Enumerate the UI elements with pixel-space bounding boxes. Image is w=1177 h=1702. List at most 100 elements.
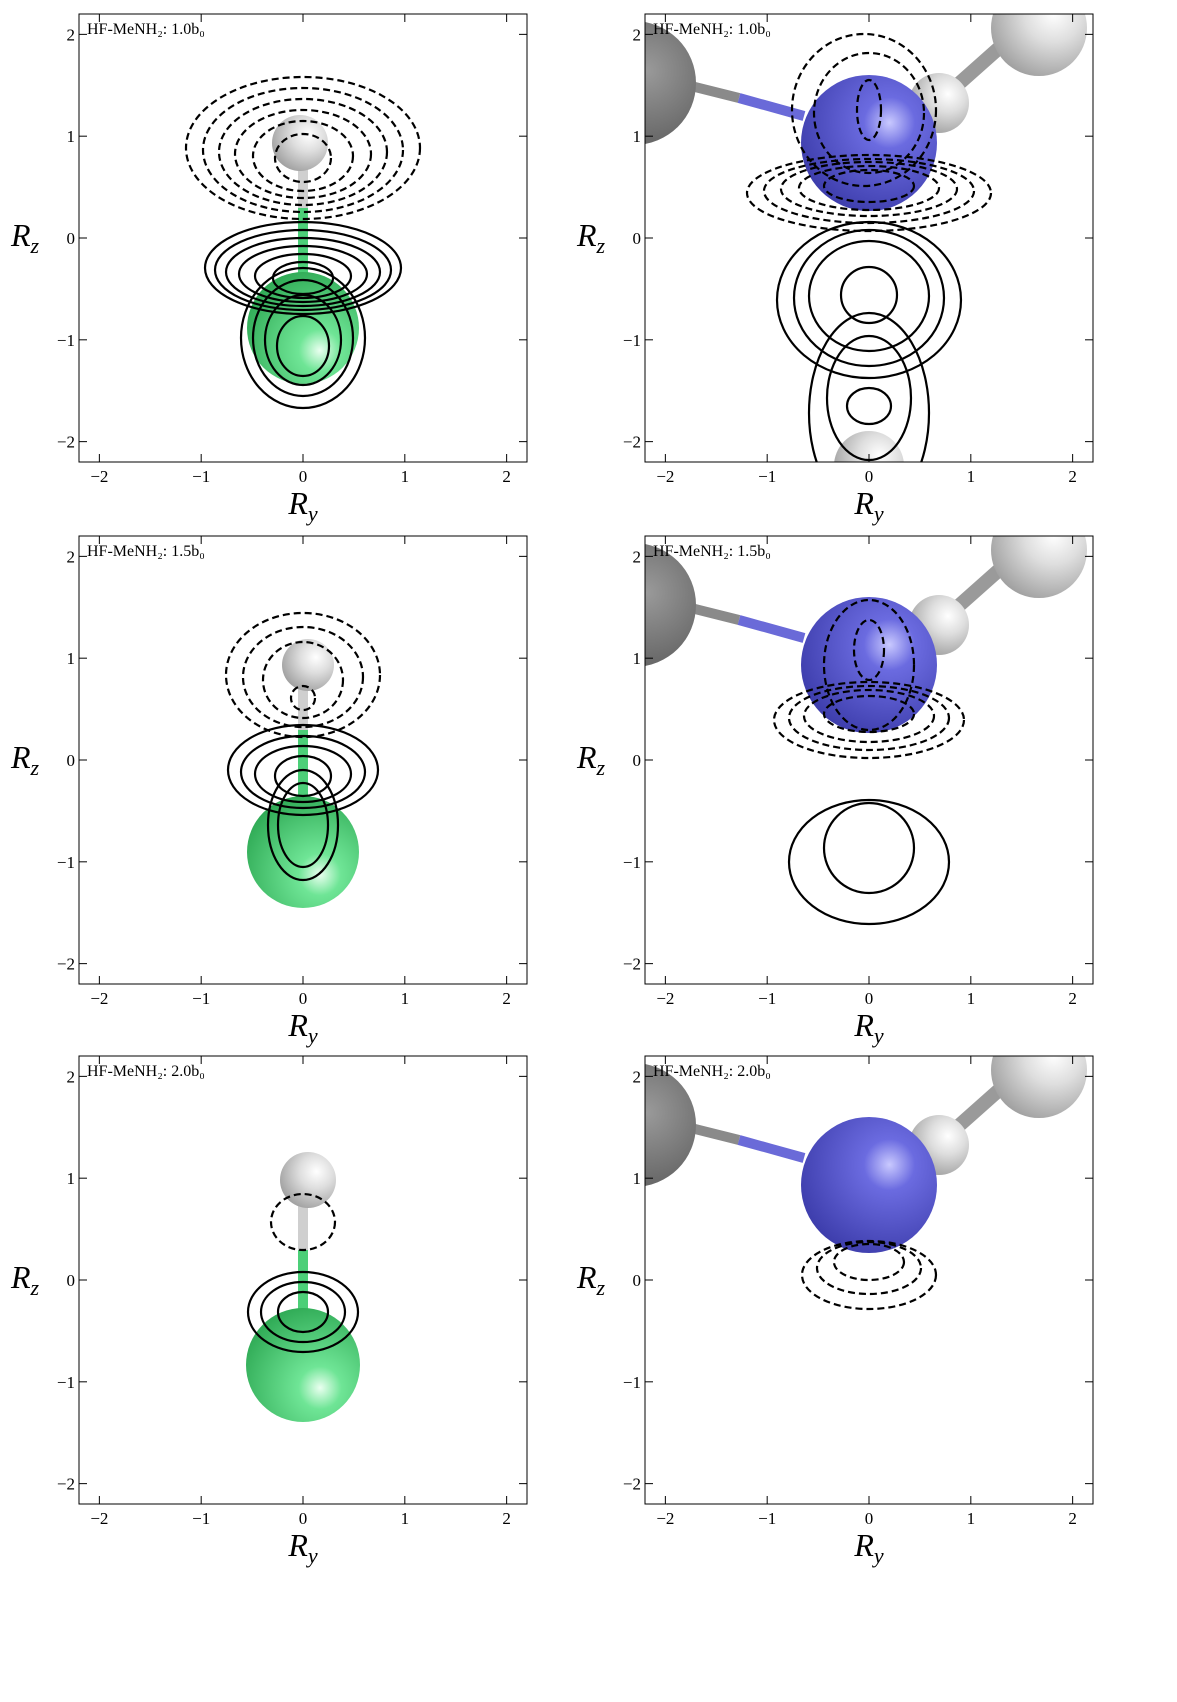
y-axis-label-sub: z — [596, 233, 606, 258]
x-tick-label: −2 — [656, 989, 674, 1008]
y-axis-label-sub: z — [30, 233, 40, 258]
x-tick-label: 0 — [865, 989, 874, 1008]
y-axis-label: Rz — [576, 217, 606, 258]
y-tick-label: 0 — [633, 1271, 642, 1290]
x-tick-label: 1 — [401, 1509, 410, 1528]
y-tick-label: −1 — [623, 1373, 641, 1392]
y-tick-label: 2 — [633, 547, 642, 566]
x-tick-label: −2 — [656, 467, 674, 486]
y-tick-label: 0 — [67, 229, 76, 248]
x-axis-label-main: R — [287, 1007, 308, 1043]
y-tick-label: −1 — [623, 853, 641, 872]
atom — [246, 1308, 360, 1422]
atom — [282, 639, 334, 691]
x-axis-label-main: R — [853, 485, 874, 521]
contour-negative — [855, 78, 883, 142]
contour-negative — [289, 684, 317, 712]
contour-positive — [845, 386, 893, 426]
bond — [737, 1135, 806, 1163]
annotation: HF-MeNH₂: 1.5b₀ — [653, 543, 771, 560]
contour-negative — [812, 51, 926, 175]
contour-positive — [224, 236, 382, 308]
x-axis-label-sub: y — [872, 501, 884, 526]
contour-positive — [237, 244, 369, 304]
y-tick-label: 1 — [633, 649, 642, 668]
contour-negative — [201, 86, 405, 214]
contour-positive — [787, 798, 951, 926]
x-tick-label: 2 — [1068, 1509, 1077, 1528]
x-tick-label: 0 — [865, 1509, 874, 1528]
x-axis-label-sub: y — [306, 501, 318, 526]
contour-negative — [224, 611, 382, 739]
annotation: HF-MeNH₂: 1.5b₀ — [87, 543, 205, 560]
y-tick-label: −2 — [623, 955, 641, 974]
x-tick-label: 0 — [865, 467, 874, 486]
x-axis-label: Ry — [853, 1527, 884, 1568]
y-tick-label: −1 — [623, 331, 641, 350]
x-tick-label: 0 — [299, 1509, 308, 1528]
contour-negative — [251, 119, 355, 193]
y-axis-label-sub: z — [596, 1275, 606, 1300]
y-axis-label-sub: z — [30, 1275, 40, 1300]
y-tick-label: −2 — [623, 1475, 641, 1494]
x-tick-label: −1 — [758, 989, 776, 1008]
y-tick-label: −1 — [57, 1373, 75, 1392]
y-axis-label: Rz — [576, 739, 606, 780]
molecule-and-contours — [224, 611, 382, 908]
atom — [272, 115, 328, 171]
contour-negative — [269, 1192, 337, 1252]
contour-negative — [772, 680, 966, 760]
x-tick-label: 2 — [502, 989, 511, 1008]
y-tick-label: 2 — [633, 25, 642, 44]
y-tick-label: 1 — [67, 127, 76, 146]
y-tick-label: 2 — [67, 547, 76, 566]
y-axis-label-main: R — [576, 739, 597, 775]
contour-negative — [815, 1240, 923, 1296]
x-tick-label: −2 — [656, 1509, 674, 1528]
y-tick-label: 0 — [67, 1271, 76, 1290]
contour-negative — [832, 1242, 906, 1282]
x-tick-label: −1 — [758, 1509, 776, 1528]
contour-negative — [184, 75, 422, 221]
y-axis-label: Rz — [576, 1259, 606, 1300]
x-tick-label: −1 — [192, 989, 210, 1008]
x-axis-label-main: R — [853, 1007, 874, 1043]
x-tick-label: 0 — [299, 467, 308, 486]
contour-negative — [787, 684, 951, 752]
y-tick-label: 0 — [67, 751, 76, 770]
y-tick-label: 0 — [633, 751, 642, 770]
atom — [280, 1152, 336, 1208]
y-axis-label-main: R — [10, 217, 31, 253]
y-axis-label: Rz — [10, 217, 40, 258]
contour-negative — [779, 160, 959, 218]
annotation: HF-MeNH₂: 2.0b₀ — [653, 1063, 771, 1080]
x-axis-label-sub: y — [872, 1543, 884, 1568]
contour-positive — [213, 228, 393, 312]
x-axis-label: Ry — [287, 1527, 318, 1568]
atom — [801, 75, 937, 211]
bond — [949, 564, 1004, 616]
x-axis-label: Ry — [853, 1007, 884, 1048]
molecule-and-contours — [645, 1056, 1087, 1311]
atom — [991, 1056, 1087, 1118]
contour-positive — [266, 768, 340, 882]
y-tick-label: 1 — [633, 1169, 642, 1188]
x-tick-label: 1 — [967, 989, 976, 1008]
contour-positive — [775, 220, 963, 380]
contour-negative — [261, 640, 345, 720]
atom — [801, 597, 937, 733]
contour-positive — [239, 266, 367, 410]
annotation: HF-MeNH₂: 1.0b₀ — [653, 21, 771, 38]
contour-positive — [226, 723, 380, 817]
y-tick-label: −2 — [57, 1475, 75, 1494]
contour-negative — [217, 97, 389, 207]
contour-positive — [263, 293, 343, 387]
contour-positive — [275, 314, 331, 378]
contour-negative — [852, 618, 886, 682]
y-tick-label: −2 — [623, 433, 641, 452]
